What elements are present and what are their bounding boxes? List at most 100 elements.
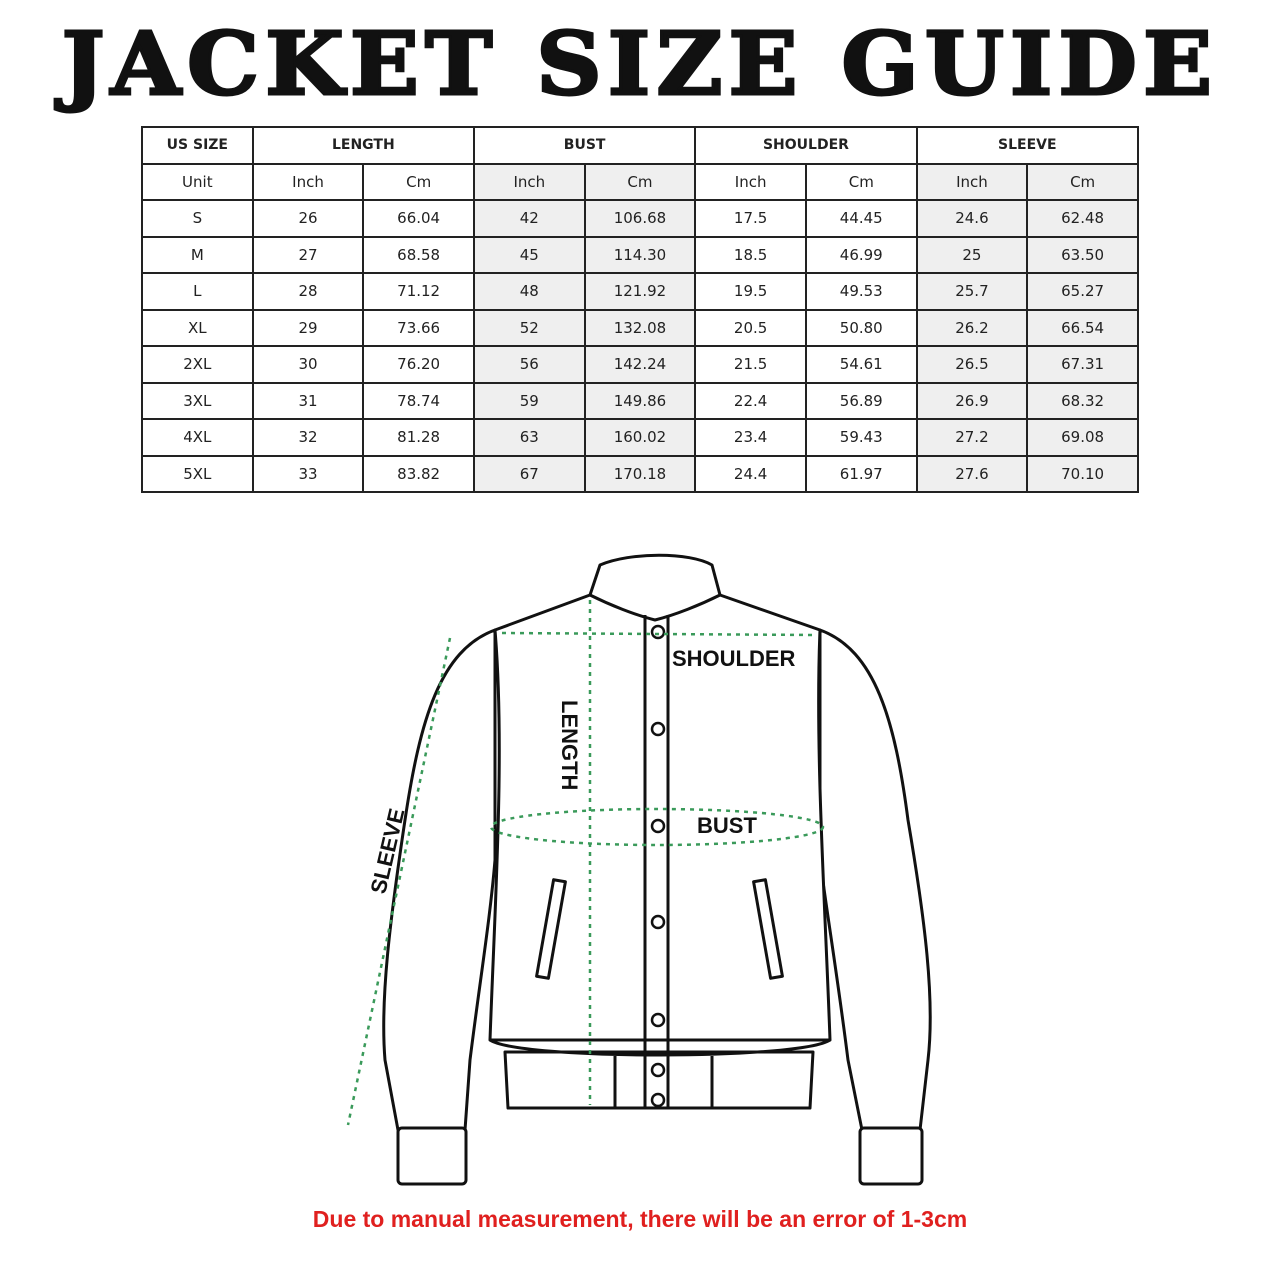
shoulder-measure-line bbox=[501, 631, 816, 637]
table-cell: 27 bbox=[251, 235, 365, 274]
table-cell: 26.2 bbox=[915, 308, 1029, 347]
table-cell: 170.18 bbox=[583, 454, 697, 493]
table-cell: 56 bbox=[472, 345, 586, 384]
table-cell: 66.54 bbox=[1026, 308, 1139, 347]
table-cell: 71.12 bbox=[362, 272, 475, 311]
table-cell: 29 bbox=[251, 308, 365, 347]
table-cell: 73.66 bbox=[362, 308, 475, 347]
table-cell: 2XL bbox=[141, 345, 254, 384]
table-cell: 27.6 bbox=[915, 454, 1029, 493]
table-cell: S bbox=[141, 199, 254, 238]
table-cell: 33 bbox=[251, 454, 365, 493]
table-cell: Inch bbox=[915, 162, 1029, 201]
table-cell: 21.5 bbox=[694, 345, 807, 384]
table-cell: 3XL bbox=[141, 381, 254, 420]
table-cell: Cm bbox=[583, 162, 697, 201]
table-cell: Inch bbox=[251, 162, 365, 201]
size-table: US SIZE LENGTH BUST SHOULDER SLEEVE Unit… bbox=[141, 126, 1140, 493]
table-cell: 44.45 bbox=[804, 199, 918, 238]
table-row: M 27 68.58 45 114.30 18.5 46.99 25 63.50 bbox=[141, 235, 1139, 274]
bust-label: BUST bbox=[697, 813, 757, 838]
table-cell: 68.32 bbox=[1026, 381, 1139, 420]
bust-measure-line bbox=[489, 807, 825, 847]
table-cell: 121.92 bbox=[583, 272, 697, 311]
jacket-outline bbox=[382, 553, 932, 1186]
table-row: S 26 66.04 42 106.68 17.5 44.45 24.6 62.48 bbox=[141, 199, 1139, 238]
table-cell: 59.43 bbox=[804, 418, 918, 457]
table-cell: 76.20 bbox=[362, 345, 475, 384]
table-cell: 17.5 bbox=[694, 199, 807, 238]
table-cell: 23.4 bbox=[694, 418, 807, 457]
table-cell: 62.48 bbox=[1026, 199, 1139, 238]
header-sleeve: SLEEVE bbox=[915, 126, 1140, 165]
table-cell: 24.6 bbox=[915, 199, 1029, 238]
table-cell: 49.53 bbox=[804, 272, 918, 311]
table-cell: 63 bbox=[472, 418, 586, 457]
table-cell: 78.74 bbox=[362, 381, 475, 420]
table-cell: Cm bbox=[1026, 162, 1139, 201]
table-cell: 32 bbox=[251, 418, 365, 457]
shoulder-label: SHOULDER bbox=[672, 646, 796, 671]
length-label: LENGTH bbox=[557, 700, 582, 790]
table-cell: 149.86 bbox=[583, 381, 697, 420]
table-cell: 30 bbox=[251, 345, 365, 384]
table-cell: 42 bbox=[472, 199, 586, 238]
page-title: JACKET SIZE GUIDE bbox=[60, 13, 1219, 117]
table-cell: 106.68 bbox=[583, 199, 697, 238]
table-row: 4XL 32 81.28 63 160.02 23.4 59.43 27.2 69.08 bbox=[141, 418, 1139, 457]
table-cell: 22.4 bbox=[694, 381, 807, 420]
table-cell: 20.5 bbox=[694, 308, 807, 347]
table-row: L 28 71.12 48 121.92 19.5 49.53 25.7 65.27 bbox=[141, 272, 1139, 311]
table-cell: 31 bbox=[251, 381, 365, 420]
table-row: 5XL 33 83.82 67 170.18 24.4 61.97 27.6 70.10 bbox=[141, 454, 1139, 493]
header-us-size: US SIZE bbox=[141, 126, 254, 165]
sleeve-measure-line bbox=[346, 637, 452, 1126]
table-cell: 27.2 bbox=[915, 418, 1029, 457]
table-cell: 67 bbox=[472, 454, 586, 493]
table-cell: 52 bbox=[472, 308, 586, 347]
header-length: LENGTH bbox=[251, 126, 475, 165]
table-cell: 132.08 bbox=[583, 308, 697, 347]
table-cell: 66.04 bbox=[362, 199, 475, 238]
table-cell: 81.28 bbox=[362, 418, 475, 457]
table-cell: 28 bbox=[251, 272, 365, 311]
table-cell: M bbox=[141, 235, 254, 274]
table-cell: 114.30 bbox=[583, 235, 697, 274]
table-cell: XL bbox=[141, 308, 254, 347]
table-cell: 65.27 bbox=[1026, 272, 1139, 311]
table-cell: 26.5 bbox=[915, 345, 1029, 384]
table-cell: 56.89 bbox=[804, 381, 918, 420]
table-cell: Cm bbox=[362, 162, 475, 201]
table-cell: 4XL bbox=[141, 418, 254, 457]
table-cell: 45 bbox=[472, 235, 586, 274]
table-row: 3XL 31 78.74 59 149.86 22.4 56.89 26.9 68.32 bbox=[141, 381, 1139, 420]
table-cell: 5XL bbox=[141, 454, 254, 493]
header-bust: BUST bbox=[472, 126, 697, 165]
header-shoulder: SHOULDER bbox=[694, 126, 918, 165]
table-cell: L bbox=[141, 272, 254, 311]
table-cell: 68.58 bbox=[362, 235, 475, 274]
table-cell: 69.08 bbox=[1026, 418, 1139, 457]
table-cell: 142.24 bbox=[583, 345, 697, 384]
table-cell: Inch bbox=[694, 162, 807, 201]
table-cell: 19.5 bbox=[694, 272, 807, 311]
table-cell: Unit bbox=[141, 162, 254, 201]
table-cell: 25.7 bbox=[915, 272, 1029, 311]
table-row: XL 29 73.66 52 132.08 20.5 50.80 26.2 66.54 bbox=[141, 308, 1139, 347]
table-cell: 70.10 bbox=[1026, 454, 1139, 493]
table-cell: 46.99 bbox=[804, 235, 918, 274]
table-cell: 67.31 bbox=[1026, 345, 1139, 384]
table-cell: 50.80 bbox=[804, 308, 918, 347]
unit-row: Unit Inch Cm Inch Cm Inch Cm Inch Cm bbox=[141, 162, 1139, 201]
table-cell: 26.9 bbox=[915, 381, 1029, 420]
group-header-row: US SIZE LENGTH BUST SHOULDER SLEEVE bbox=[141, 126, 1140, 165]
table-cell: 18.5 bbox=[694, 235, 807, 274]
table-cell: 26 bbox=[251, 199, 365, 238]
measurement-note: Due to manual measurement, there will be… bbox=[312, 1206, 968, 1232]
table-cell: Cm bbox=[804, 162, 918, 201]
table-cell: 54.61 bbox=[804, 345, 918, 384]
table-cell: 48 bbox=[472, 272, 586, 311]
table-cell: 25 bbox=[915, 235, 1029, 274]
table-cell: Inch bbox=[472, 162, 586, 201]
table-cell: 63.50 bbox=[1026, 235, 1139, 274]
